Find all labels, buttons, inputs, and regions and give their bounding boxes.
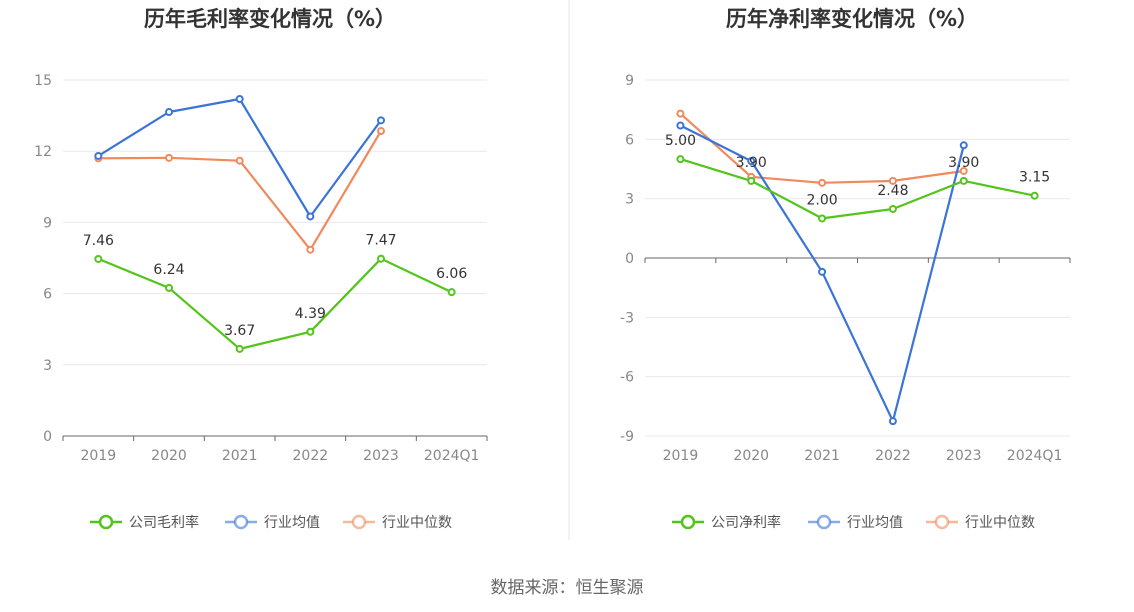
legend-marker bbox=[934, 514, 950, 530]
series-line bbox=[98, 130, 382, 251]
y-tick-label: -6 bbox=[620, 370, 634, 386]
data-point bbox=[818, 267, 827, 276]
x-tick-label: 2023 bbox=[363, 448, 399, 464]
data-point bbox=[94, 254, 103, 263]
data-point bbox=[447, 288, 456, 297]
data-point bbox=[676, 109, 685, 118]
data-point bbox=[306, 245, 315, 254]
data-point bbox=[959, 176, 968, 185]
data-label: 7.46 bbox=[83, 233, 114, 249]
data-point bbox=[888, 204, 897, 213]
data-point bbox=[377, 254, 385, 263]
y-tick-label: 3 bbox=[43, 358, 52, 374]
x-tick-label: 2020 bbox=[733, 448, 769, 464]
legend-marker bbox=[680, 514, 696, 530]
y-tick-label: 12 bbox=[34, 144, 52, 160]
x-tick-label: 2023 bbox=[946, 448, 982, 464]
legend-label: 行业均值 bbox=[264, 515, 320, 531]
legend-marker bbox=[98, 514, 114, 530]
data-point bbox=[235, 94, 244, 103]
data-label: 4.39 bbox=[295, 306, 326, 322]
legend-label: 公司净利率 bbox=[711, 514, 781, 531]
x-tick-label: 2024Q1 bbox=[424, 448, 480, 464]
data-point bbox=[888, 417, 897, 426]
data-point bbox=[959, 166, 968, 175]
data-point bbox=[818, 178, 827, 187]
chart-title: 历年净利率变化情况（%） bbox=[726, 7, 978, 31]
y-tick-label: 9 bbox=[43, 215, 52, 231]
legend-marker bbox=[233, 514, 249, 530]
data-point bbox=[165, 108, 173, 117]
data-point bbox=[818, 214, 827, 223]
series-line bbox=[97, 257, 453, 350]
data-point bbox=[306, 212, 315, 221]
data-point bbox=[235, 156, 244, 165]
data-label: 6.06 bbox=[436, 266, 467, 282]
y-tick-label: 6 bbox=[625, 132, 634, 148]
legend-label: 行业中位数 bbox=[382, 515, 452, 531]
net-margin-chart: 历年净利率变化情况（%） -9 -6 -3 0 3 6 9 2019 2020 2021 2022 20… bbox=[620, 7, 1071, 531]
data-point bbox=[94, 151, 103, 160]
x-tick-label: 2022 bbox=[293, 448, 329, 464]
legend-label: 行业中位数 bbox=[965, 515, 1035, 531]
legend-marker bbox=[351, 514, 367, 530]
data-point bbox=[165, 153, 173, 162]
data-point bbox=[676, 121, 685, 130]
data-label: 2.48 bbox=[877, 183, 908, 199]
data-label: 3.90 bbox=[736, 155, 767, 171]
data-label: 2.00 bbox=[806, 192, 837, 208]
x-tick-label: 2019 bbox=[81, 448, 117, 464]
y-tick-label: -3 bbox=[620, 310, 634, 326]
data-point bbox=[959, 141, 968, 150]
y-tick-label: 9 bbox=[625, 73, 634, 89]
legend-label: 行业均值 bbox=[847, 515, 903, 531]
x-tick-label: 2024Q1 bbox=[1007, 448, 1063, 464]
data-label: 3.15 bbox=[1019, 170, 1050, 186]
data-point bbox=[377, 127, 385, 136]
data-point bbox=[306, 327, 315, 336]
data-label: 3.90 bbox=[948, 155, 979, 171]
data-label: 6.24 bbox=[153, 262, 184, 278]
data-point bbox=[377, 116, 385, 125]
data-point bbox=[1030, 191, 1039, 200]
legend-marker bbox=[816, 514, 832, 530]
data-point bbox=[165, 283, 173, 292]
gross-margin-chart: 历年毛利率变化情况（%） 0 3 6 9 12 15 2019 2020 2021 2022 2023… bbox=[34, 7, 488, 531]
data-point bbox=[747, 157, 756, 166]
chart-title: 历年毛利率变化情况（%） bbox=[144, 7, 396, 31]
y-tick-label: 0 bbox=[43, 429, 52, 445]
legend-label: 公司毛利率 bbox=[129, 514, 199, 531]
data-label: 3.67 bbox=[224, 323, 255, 339]
series-line bbox=[680, 158, 1035, 220]
x-tick-label: 2021 bbox=[222, 448, 258, 464]
x-tick-label: 2019 bbox=[663, 448, 699, 464]
y-tick-label: 15 bbox=[34, 73, 52, 89]
y-tick-label: -9 bbox=[620, 429, 634, 445]
data-label: 5.00 bbox=[665, 133, 696, 149]
y-tick-label: 6 bbox=[43, 287, 52, 303]
data-point bbox=[888, 176, 897, 185]
data-label: 7.47 bbox=[365, 233, 396, 249]
x-tick-label: 2020 bbox=[151, 448, 187, 464]
data-source: 数据来源：恒生聚源 bbox=[491, 578, 644, 598]
x-tick-label: 2021 bbox=[804, 448, 840, 464]
x-tick-label: 2022 bbox=[875, 448, 911, 464]
y-tick-label: 0 bbox=[625, 251, 634, 267]
y-tick-label: 3 bbox=[625, 192, 634, 208]
data-point bbox=[676, 155, 685, 164]
data-point bbox=[747, 176, 756, 185]
data-point bbox=[235, 344, 244, 353]
